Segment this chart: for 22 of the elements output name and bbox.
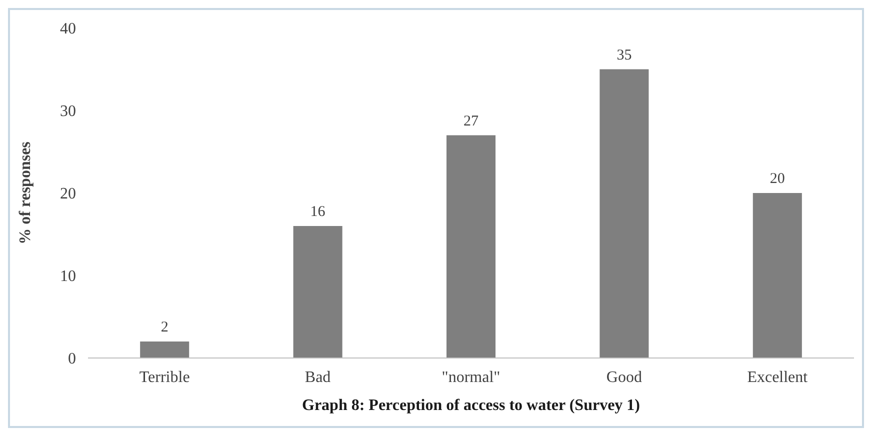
data-label: 16 xyxy=(310,204,326,220)
y-tick-label: 0 xyxy=(68,350,76,368)
data-label: 2 xyxy=(160,320,168,336)
bar xyxy=(140,342,190,358)
text: Graph 8: Perception of access to water (Survey 1) xyxy=(302,397,640,414)
y-axis-title: % of responses xyxy=(17,142,34,244)
data-label: 20 xyxy=(770,171,785,187)
data-label: 27 xyxy=(464,113,479,130)
x-tick-label: Good xyxy=(606,369,642,386)
data-label: 35 xyxy=(616,47,632,64)
y-tick-label: 10 xyxy=(60,268,76,286)
bar xyxy=(752,193,802,358)
x-tick-label: Bad xyxy=(304,369,331,386)
bar xyxy=(446,135,496,358)
x-tick-label: Terrible xyxy=(139,369,190,386)
x-tick-label: "normal" xyxy=(442,369,500,386)
y-tick-label: 30 xyxy=(60,103,76,120)
x-tick-label: Excellent xyxy=(747,369,808,386)
bar xyxy=(600,69,649,358)
bar xyxy=(293,226,342,358)
y-tick-label: 20 xyxy=(60,186,76,203)
y-tick-label: 40 xyxy=(60,20,76,38)
